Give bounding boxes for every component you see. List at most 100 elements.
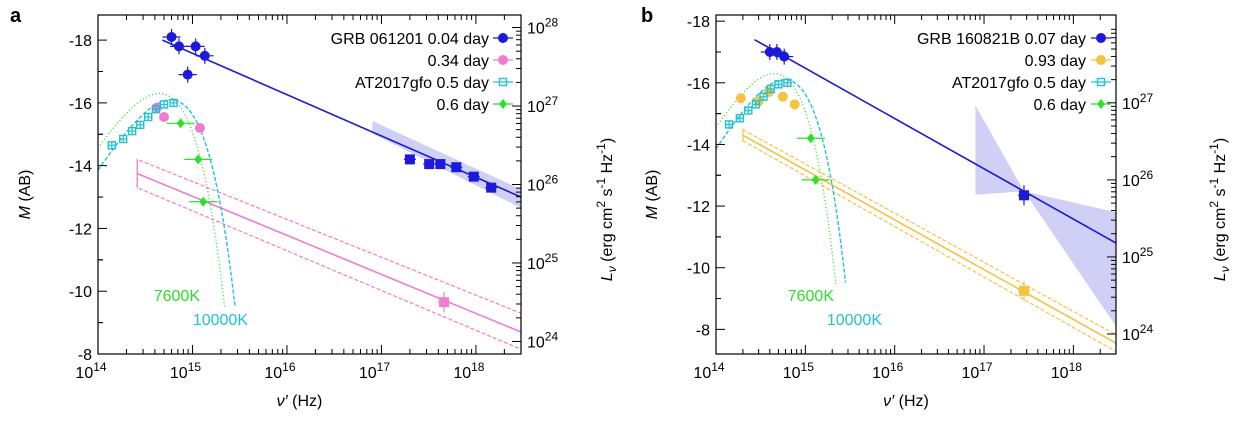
data-point: [486, 182, 497, 193]
legend-label: 0.6 day: [1034, 97, 1086, 114]
blackbody-curve-10000K: [98, 99, 236, 307]
data-point: [144, 112, 153, 122]
data-point: [774, 80, 783, 89]
y2-close: ): [1212, 138, 1229, 143]
x-tick-label: 1018: [453, 360, 484, 382]
legend-label: AT2017gfo 0.5 day: [355, 75, 489, 92]
data-point: [811, 174, 820, 185]
data-point: [424, 159, 435, 170]
y2-close: ): [599, 138, 616, 143]
data-point: [1018, 285, 1029, 296]
data-point: [169, 98, 178, 108]
series-4: [724, 78, 792, 129]
x-tick-label: 1015: [783, 360, 814, 382]
y2-sup-1: 2: [594, 201, 608, 208]
x-axis-symbol: ν′: [277, 393, 289, 410]
data-point: [777, 91, 788, 102]
y2-tick-label: 1026: [527, 173, 558, 195]
series-4: [107, 98, 178, 150]
legend-marker: [498, 55, 508, 65]
y2-tick-label: 1027: [527, 94, 558, 116]
y2-sup-3: -1: [1207, 143, 1221, 154]
legend-label: AT2017gfo 0.5 day: [952, 75, 1086, 92]
data-point: [159, 100, 169, 109]
panel-b: 1014 1015 1016 1017 1018-8-10-12-14-16-18102…: [641, 5, 1232, 410]
series-3: [1017, 280, 1030, 301]
blackbody-label-10000: 10000K: [193, 312, 248, 329]
series-3: [438, 292, 451, 313]
x-tick-label: 1014: [75, 360, 106, 382]
blackbody-curve-7600K: [98, 92, 226, 308]
y2-tick-label: 1025: [527, 251, 558, 273]
y2-unit-s: s: [599, 188, 616, 200]
data-point: [789, 99, 800, 110]
y-tick-label: -14: [687, 137, 710, 154]
data-point: [735, 93, 746, 104]
series-1: [403, 154, 498, 193]
y-tick-label: -16: [69, 96, 92, 113]
data-point: [783, 78, 792, 88]
data-point: [174, 41, 185, 52]
series-5: [166, 118, 218, 207]
plot-area: [98, 28, 521, 350]
x-tick-label: 1016: [872, 360, 903, 382]
y2-unit-hz: Hz: [599, 154, 616, 178]
data-point: [166, 31, 177, 42]
data-point: [759, 92, 768, 101]
power-law-line-1: [742, 134, 1116, 344]
blackbody-label-7600: 7600K: [154, 288, 201, 305]
y2-tick-label: 1024: [1122, 322, 1153, 344]
data-point: [735, 114, 745, 123]
y-tick-label: -10: [687, 261, 710, 278]
data-point: [439, 297, 450, 308]
y2-tick-label: 1027: [1122, 91, 1153, 113]
legend-marker: [1096, 77, 1106, 87]
data-point: [107, 141, 117, 150]
panel-a: 1014 1015 1016 1017 1018-8-10-12-14-16-18102…: [10, 5, 619, 410]
y2-sup-2: -1: [594, 177, 608, 188]
legend-label: GRB 061201 0.04 day: [331, 31, 489, 48]
x-tick-label: 1016: [264, 360, 295, 382]
y-tick-label: -18: [69, 33, 92, 50]
y2-tick-label: 1026: [1122, 168, 1153, 190]
y-tick-label: -16: [687, 76, 710, 93]
data-point: [159, 112, 170, 123]
legend-label: 0.93 day: [1025, 53, 1086, 70]
late-uncertainty-envelope-0: [742, 129, 1116, 336]
data-point: [435, 159, 446, 170]
data-point: [724, 120, 734, 129]
y-tick-label: -12: [69, 221, 92, 238]
data-point: [766, 84, 775, 94]
y-tick-label: -14: [69, 159, 92, 176]
y-tick-label: -8: [696, 322, 710, 339]
data-point: [151, 104, 161, 114]
data-point: [190, 41, 201, 52]
series-0: [162, 28, 214, 83]
legend-label: 0.6 day: [437, 97, 489, 114]
x-axis-unit: (Hz): [288, 393, 323, 410]
y2-tick-label: 1025: [1122, 245, 1153, 267]
y-tick-label: -12: [687, 199, 710, 216]
legend-marker: [1096, 33, 1106, 43]
x-tick-label: 1015: [170, 360, 201, 382]
y2-tick-label: 1024: [527, 329, 558, 351]
y2-sup-3: -1: [594, 143, 608, 154]
y-axis-label: M (AB): [644, 170, 661, 220]
xray-uncertainty-band: [975, 105, 1116, 327]
y2-unit-s: s: [1212, 188, 1229, 200]
legend-marker: [1097, 99, 1105, 109]
y2-unit: (erg cm: [599, 208, 616, 267]
y-axis-unit: (AB): [644, 170, 661, 206]
blackbody-label-7600: 7600K: [788, 288, 835, 305]
data-point: [182, 69, 193, 80]
data-point: [404, 154, 415, 165]
x-tick-label: 1017: [961, 360, 992, 382]
y2-subscript: ν: [1218, 266, 1232, 272]
y2-tick-label: 1028: [527, 16, 558, 38]
data-point: [119, 134, 128, 144]
y-axis-unit: (AB): [17, 170, 34, 206]
y-axis-symbol: M: [644, 205, 661, 219]
y2-axis-label: Lν (erg cm2 s-1 Hz-1): [1207, 138, 1232, 281]
data-point: [127, 126, 137, 136]
x-axis-label: ν′ (Hz): [883, 393, 929, 410]
